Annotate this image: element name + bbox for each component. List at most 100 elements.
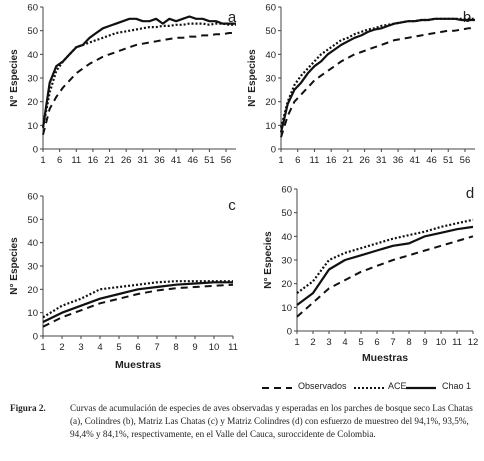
- series-line-observados: [280, 27, 475, 138]
- y-tick-label: 10: [265, 121, 276, 132]
- x-tick-label: 1: [278, 155, 283, 166]
- x-tick-label: 9: [422, 337, 427, 348]
- panel-letter: a: [228, 9, 237, 26]
- x-tick-label: 21: [343, 155, 354, 166]
- x-tick-label: 5: [358, 337, 363, 348]
- y-tick-label: 60: [281, 185, 292, 196]
- x-tick-label: 2: [59, 342, 64, 353]
- x-tick-label: 1: [40, 342, 45, 353]
- panel-letter: d: [466, 185, 474, 202]
- legend-swatch-dotted: [354, 387, 384, 389]
- x-axis-label: Muestras: [362, 352, 408, 364]
- series-line-chao-1: [296, 225, 474, 306]
- x-tick-label: 4: [342, 337, 347, 348]
- x-tick-label: 7: [390, 337, 395, 348]
- x-tick-label: 36: [393, 155, 404, 166]
- series-line-observados: [42, 32, 236, 136]
- x-tick-label: 10: [436, 337, 447, 348]
- caption-text: Curvas de acumulación de especies de ave…: [70, 403, 473, 439]
- y-tick-label: 40: [27, 50, 38, 61]
- x-tick-label: 16: [326, 155, 337, 166]
- y-tick-label: 40: [27, 238, 38, 249]
- caption-label: Figura 2.: [10, 403, 46, 413]
- x-tick-label: 5: [116, 342, 121, 353]
- x-tick-label: 11: [452, 337, 462, 348]
- series-line-ace: [42, 280, 233, 319]
- x-tick-label: 11: [310, 155, 320, 166]
- y-tick-label: 0: [271, 145, 276, 156]
- x-tick-label: 11: [228, 342, 238, 353]
- series-line-ace: [296, 218, 474, 294]
- series-line-chao-1: [42, 281, 233, 323]
- y-tick-label: 50: [281, 208, 292, 219]
- x-tick-label: 16: [88, 155, 99, 166]
- y-tick-label: 50: [27, 215, 38, 226]
- x-tick-label: 9: [192, 342, 197, 353]
- y-tick-label: 40: [281, 232, 292, 243]
- x-tick-label: 46: [187, 155, 198, 166]
- legend-label-observados: Observados: [298, 381, 347, 391]
- y-tick-label: 40: [265, 50, 276, 61]
- panel-letter: b: [463, 9, 471, 26]
- y-tick-label: 0: [33, 145, 38, 156]
- x-tick-label: 6: [57, 155, 62, 166]
- chart-legend: Observados ACE Chao 1: [0, 378, 484, 398]
- y-tick-label: 10: [27, 308, 38, 319]
- x-tick-label: 1: [40, 155, 45, 166]
- y-tick-label: 50: [27, 26, 38, 37]
- series-line-ace: [279, 17, 475, 128]
- series-line-observados: [42, 283, 234, 328]
- series-line-chao-1: [279, 17, 475, 133]
- series-line-ace: [41, 22, 236, 128]
- x-tick-label: 3: [78, 342, 83, 353]
- y-axis-label: N° Especies: [9, 49, 20, 107]
- legend-label-chao1: Chao 1: [442, 381, 472, 391]
- panel-letter: c: [228, 197, 236, 214]
- x-tick-label: 51: [443, 155, 454, 166]
- x-tick-label: 11: [71, 155, 81, 166]
- y-tick-label: 0: [287, 327, 292, 338]
- x-tick-label: 6: [135, 342, 140, 353]
- x-tick-label: 10: [209, 342, 220, 353]
- legend-swatch-dashed: [262, 387, 292, 389]
- y-tick-label: 60: [27, 3, 38, 14]
- y-tick-label: 20: [27, 285, 38, 296]
- y-tick-label: 30: [281, 256, 292, 267]
- x-tick-label: 26: [121, 155, 132, 166]
- y-tick-label: 0: [33, 332, 38, 343]
- x-tick-label: 7: [154, 342, 159, 353]
- y-tick-label: 30: [27, 262, 38, 273]
- x-tick-label: 51: [204, 155, 215, 166]
- x-tick-label: 6: [374, 337, 379, 348]
- y-tick-label: 20: [27, 97, 38, 108]
- y-tick-label: 20: [281, 279, 292, 290]
- x-tick-label: 6: [295, 155, 300, 166]
- y-tick-label: 60: [27, 192, 38, 203]
- x-tick-label: 31: [376, 155, 387, 166]
- x-tick-label: 21: [104, 155, 115, 166]
- x-tick-label: 56: [221, 155, 232, 166]
- series-line-chao-1: [41, 15, 236, 128]
- x-tick-label: 31: [138, 155, 149, 166]
- y-tick-label: 30: [27, 74, 38, 85]
- y-tick-label: 50: [265, 26, 276, 37]
- legend-swatch-solid: [406, 386, 436, 390]
- y-axis-label: N° Especies: [9, 237, 20, 295]
- x-tick-label: 2: [310, 337, 315, 348]
- series-line-observados: [296, 235, 474, 318]
- y-tick-label: 10: [27, 121, 38, 132]
- y-tick-label: 20: [265, 97, 276, 108]
- y-axis-label: N° Especies: [247, 49, 258, 107]
- y-tick-label: 10: [281, 303, 292, 314]
- x-axis-label: Muestras: [115, 359, 161, 371]
- x-tick-label: 12: [468, 337, 479, 348]
- y-axis-label: N° Especies: [263, 231, 274, 289]
- chart-panel-c: 0 10 20 30 40 50 60 1 2 3 4 5 6 7 8 9 10 11 N° Especies Mue…: [9, 192, 238, 372]
- x-tick-label: 56: [460, 155, 471, 166]
- y-tick-label: 30: [265, 74, 276, 85]
- x-tick-label: 46: [426, 155, 437, 166]
